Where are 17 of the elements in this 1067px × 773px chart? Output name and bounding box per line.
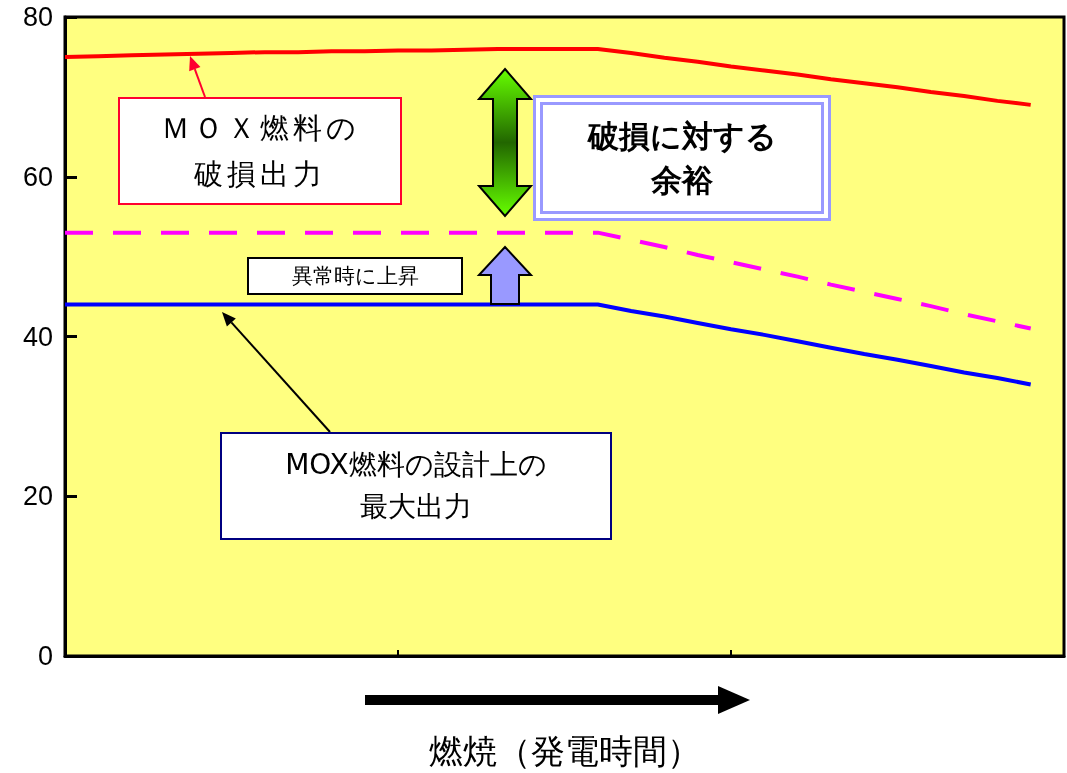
- text-box: ＭＯＸ燃料の破損出力: [118, 97, 402, 205]
- annotation: 破損に対する余裕: [586, 117, 778, 200]
- y-tick-label: 40: [22, 321, 53, 352]
- text-box: 異常時に上昇: [247, 257, 463, 295]
- line-series: [63, 302, 1033, 387]
- line-series: [63, 46, 1033, 107]
- y-tick-label: 20: [22, 481, 53, 512]
- line-series: [63, 230, 1033, 331]
- y-tick-label: 80: [22, 2, 53, 32]
- annotation: MOX燃料の設計上の最大出力: [284, 447, 548, 525]
- annotation: 異常時に上昇: [290, 263, 420, 290]
- x-axis-title: 燃焼（発電時間）: [428, 731, 701, 771]
- y-tick-label: 0: [37, 641, 53, 671]
- text-box: 破損に対する余裕: [533, 95, 831, 221]
- annotation: ＭＯＸ燃料の破損出力: [159, 110, 361, 193]
- y-tick-label: 60: [22, 161, 53, 192]
- text-box: MOX燃料の設計上の最大出力: [220, 432, 612, 540]
